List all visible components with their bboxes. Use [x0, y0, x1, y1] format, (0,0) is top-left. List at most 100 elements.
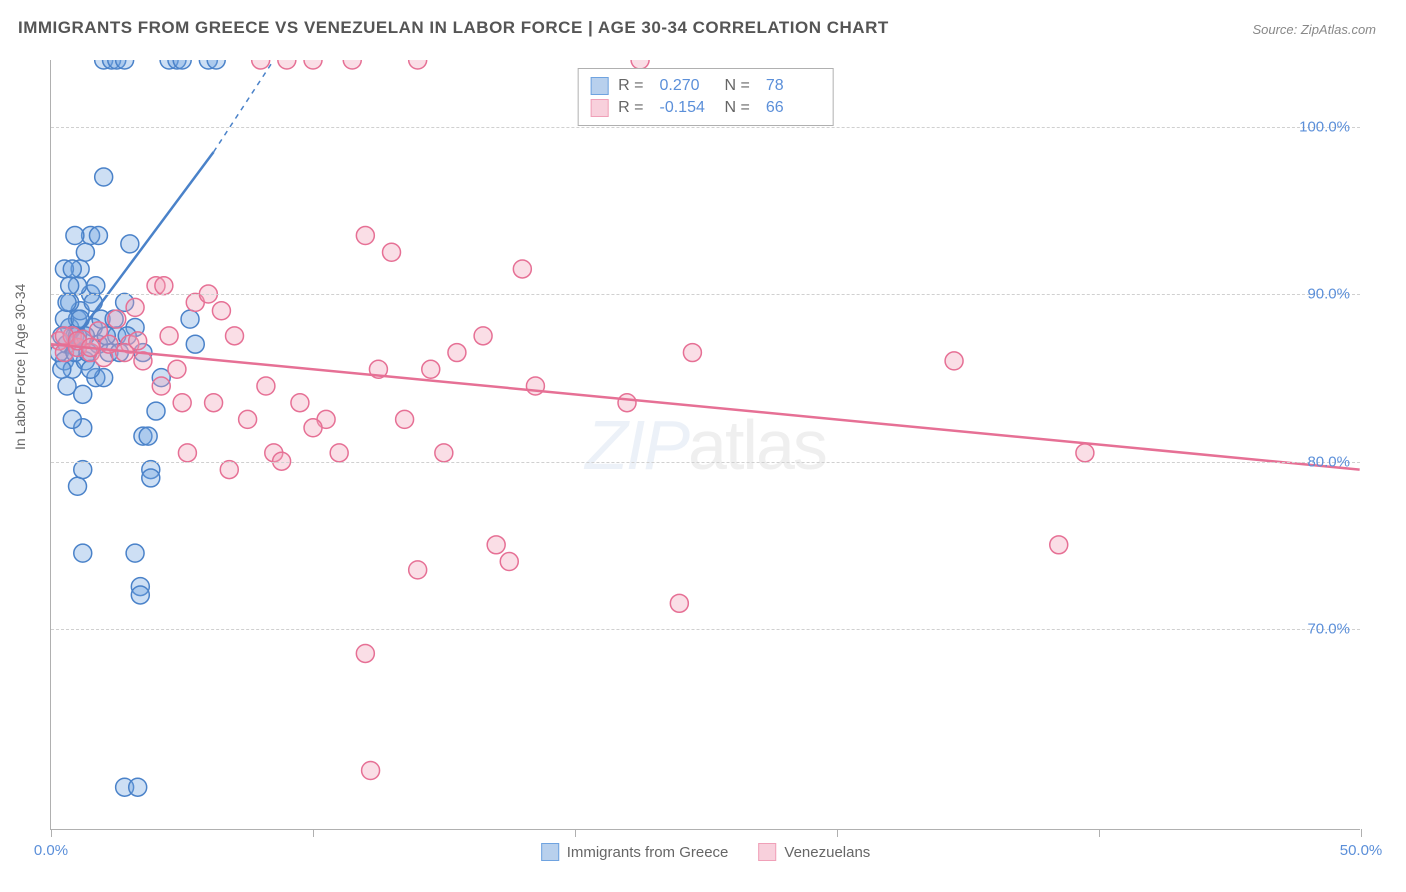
scatter-point	[304, 60, 322, 69]
scatter-point	[173, 394, 191, 412]
legend-label: Immigrants from Greece	[567, 844, 729, 861]
scatter-point	[945, 352, 963, 370]
scatter-point	[126, 298, 144, 316]
x-tick	[1361, 829, 1362, 837]
scatter-point	[155, 277, 173, 295]
scatter-point	[448, 344, 466, 362]
scatter-point	[356, 644, 374, 662]
scatter-point	[278, 60, 296, 69]
legend-label: Venezuelans	[784, 844, 870, 861]
legend-r-value: -0.154	[660, 99, 715, 117]
gridline-h	[51, 629, 1360, 630]
scatter-point	[139, 427, 157, 445]
legend-row: R = 0.270 N = 78	[590, 75, 821, 97]
scatter-point	[362, 762, 380, 780]
scatter-point	[87, 277, 105, 295]
scatter-point	[683, 344, 701, 362]
scatter-point	[409, 561, 427, 579]
scatter-point	[142, 469, 160, 487]
scatter-point	[343, 60, 361, 69]
gridline-h	[51, 462, 1360, 463]
scatter-point	[129, 778, 147, 796]
scatter-point	[670, 594, 688, 612]
y-tick-label: 100.0%	[1299, 118, 1350, 135]
x-tick-label: 50.0%	[1340, 842, 1383, 859]
scatter-point	[53, 360, 71, 378]
legend-item: Immigrants from Greece	[541, 843, 729, 861]
gridline-h	[51, 127, 1360, 128]
x-tick	[575, 829, 576, 837]
chart-container: IMMIGRANTS FROM GREECE VS VENEZUELAN IN …	[0, 0, 1406, 892]
scatter-point	[513, 260, 531, 278]
legend-r-label: R =	[618, 99, 643, 117]
scatter-point	[61, 277, 79, 295]
scatter-point	[409, 60, 427, 69]
scatter-point	[95, 168, 113, 186]
scatter-point	[435, 444, 453, 462]
scatter-point	[66, 227, 84, 245]
legend-n-label: N =	[725, 77, 750, 95]
legend-r-value: 0.270	[660, 77, 715, 95]
series-legend: Immigrants from Greece Venezuelans	[541, 843, 871, 861]
scatter-point	[239, 410, 257, 428]
scatter-point	[474, 327, 492, 345]
scatter-point	[121, 235, 139, 253]
scatter-point	[220, 461, 238, 479]
scatter-point	[1076, 444, 1094, 462]
scatter-point	[291, 394, 309, 412]
x-tick	[51, 829, 52, 837]
legend-r-label: R =	[618, 77, 643, 95]
x-tick	[1099, 829, 1100, 837]
scatter-point	[487, 536, 505, 554]
scatter-point	[618, 394, 636, 412]
legend-row: R =-0.154N =66	[590, 97, 821, 119]
scatter-point	[186, 335, 204, 353]
source-attribution: Source: ZipAtlas.com	[1252, 22, 1376, 37]
scatter-point	[330, 444, 348, 462]
scatter-point	[69, 477, 87, 495]
scatter-point	[58, 377, 76, 395]
y-tick-label: 90.0%	[1307, 286, 1350, 303]
scatter-point	[356, 227, 374, 245]
scatter-point	[383, 243, 401, 261]
scatter-point	[89, 227, 107, 245]
legend-swatch	[541, 843, 559, 861]
scatter-point	[396, 410, 414, 428]
legend-n-value: 78	[766, 77, 821, 95]
scatter-point	[108, 310, 126, 328]
legend-item: Venezuelans	[758, 843, 870, 861]
scatter-point	[1050, 536, 1068, 554]
scatter-point	[160, 327, 178, 345]
scatter-point	[500, 553, 518, 571]
scatter-point	[74, 461, 92, 479]
scatter-point	[178, 444, 196, 462]
scatter-point	[84, 293, 102, 311]
scatter-point	[63, 410, 81, 428]
scatter-point	[304, 419, 322, 437]
scatter-point	[257, 377, 275, 395]
scatter-point	[147, 402, 165, 420]
y-tick-label: 80.0%	[1307, 453, 1350, 470]
scatter-point	[152, 377, 170, 395]
y-axis-label: In Labor Force | Age 30-34	[12, 284, 28, 450]
trend-line	[51, 344, 1359, 469]
scatter-point	[71, 310, 89, 328]
scatter-point	[226, 327, 244, 345]
scatter-point	[252, 60, 270, 69]
scatter-point	[205, 394, 223, 412]
scatter-plot-svg	[51, 60, 1360, 829]
chart-title: IMMIGRANTS FROM GREECE VS VENEZUELAN IN …	[18, 18, 889, 38]
scatter-point	[422, 360, 440, 378]
x-tick	[837, 829, 838, 837]
scatter-point	[168, 360, 186, 378]
scatter-point	[76, 243, 94, 261]
trend-line-dashed	[214, 60, 274, 152]
legend-swatch	[590, 99, 608, 117]
scatter-point	[58, 293, 76, 311]
scatter-point	[181, 310, 199, 328]
scatter-point	[212, 302, 230, 320]
plot-area: ZIPatlas R =0.270N =78R =-0.154N =66 Imm…	[50, 60, 1360, 830]
scatter-point	[74, 544, 92, 562]
legend-swatch	[758, 843, 776, 861]
scatter-point	[129, 332, 147, 350]
